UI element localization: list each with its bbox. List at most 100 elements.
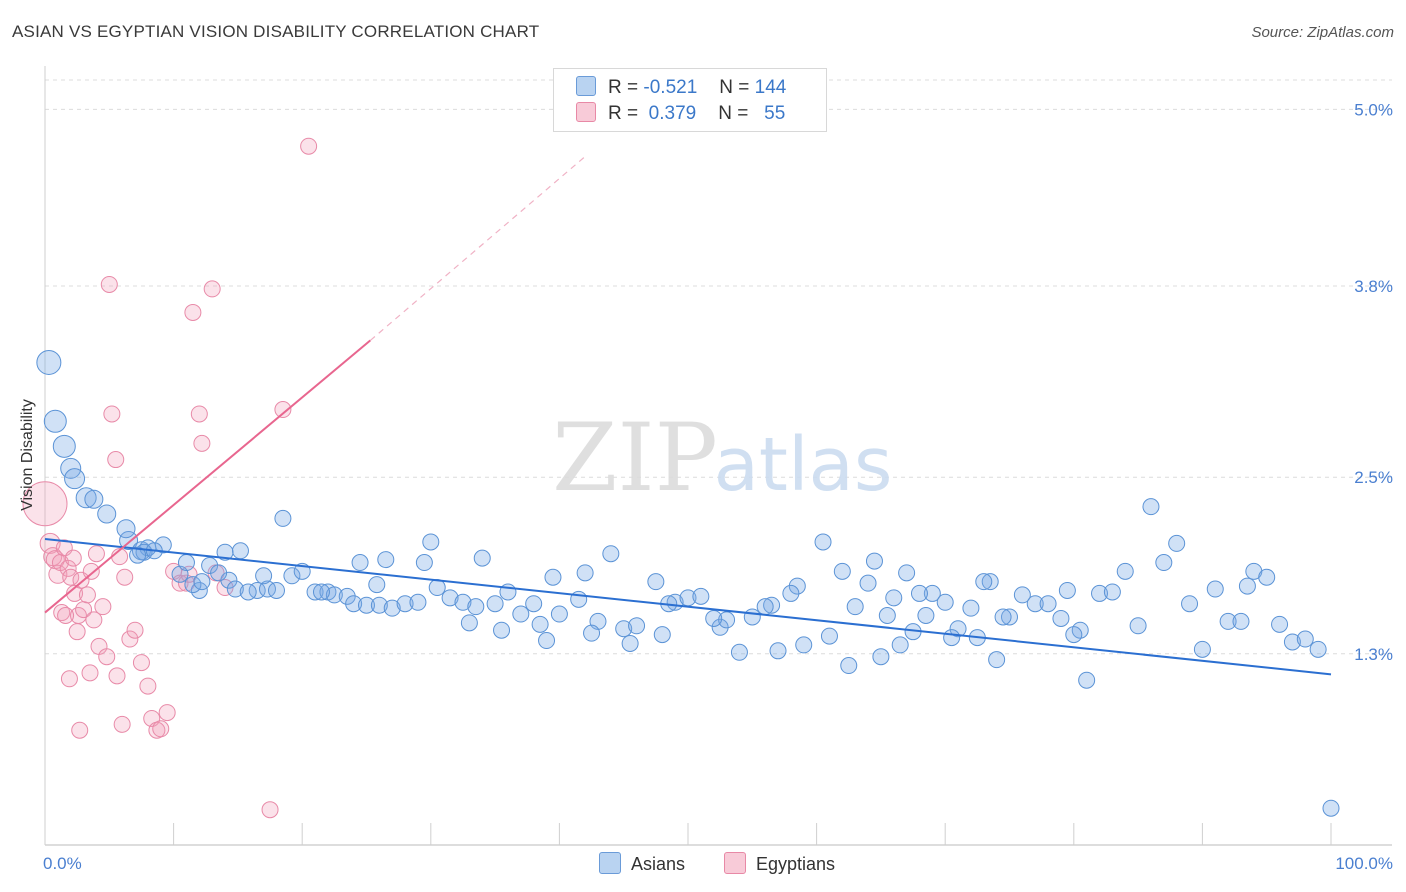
asian-point xyxy=(1129,617,1147,635)
y-tick-label: 3.8% xyxy=(1354,277,1393,296)
asian-point xyxy=(1296,630,1314,648)
asians-legend-swatch xyxy=(599,852,621,874)
trend-lines xyxy=(44,156,1332,676)
asian-point xyxy=(621,634,639,652)
asian-point xyxy=(441,589,459,607)
asian-point xyxy=(52,434,76,458)
asian-point xyxy=(258,580,276,598)
egyptian-point xyxy=(171,574,189,592)
egyptian-point xyxy=(152,720,170,738)
egyptian-point xyxy=(94,598,112,616)
asian-point xyxy=(1013,586,1031,604)
asian-point xyxy=(994,608,1012,626)
asian-point xyxy=(460,614,478,632)
asian-point xyxy=(891,636,909,654)
asian-point xyxy=(692,587,710,605)
asian-point xyxy=(36,349,62,375)
egyptian-point xyxy=(261,801,279,819)
y-tick-label: 2.5% xyxy=(1354,468,1393,487)
asian-point xyxy=(210,564,228,582)
asian-point xyxy=(368,576,386,594)
stats-row-asians: R = -0.521 N = 144 xyxy=(576,76,786,100)
asian-point xyxy=(943,629,961,647)
egyptians-trend-line xyxy=(44,339,371,614)
egyptian-point xyxy=(108,667,126,685)
asian-point xyxy=(615,620,633,638)
asian-point xyxy=(769,642,787,660)
asian-point xyxy=(840,657,858,675)
egyptian-point xyxy=(203,280,221,298)
legend-item-asians[interactable]: Asians xyxy=(599,852,685,875)
asian-point xyxy=(1078,671,1096,689)
asian-point xyxy=(383,599,401,617)
stats-legend: R = -0.521 N = 144 R = 0.379 N = 55 xyxy=(553,68,827,132)
asian-point xyxy=(743,608,761,626)
asian-point xyxy=(653,626,671,644)
r-value: 0.379 xyxy=(648,103,697,124)
asian-point xyxy=(538,632,556,650)
asian-point xyxy=(1168,534,1186,552)
asian-point xyxy=(975,573,993,591)
asians-swatch xyxy=(576,76,596,96)
egyptian-point xyxy=(78,586,96,604)
egyptian-point xyxy=(107,451,125,469)
egyptian-point xyxy=(190,405,208,423)
asian-point xyxy=(1039,595,1057,613)
asian-point xyxy=(859,574,877,592)
asian-point xyxy=(846,598,864,616)
watermark: ZIP atlas xyxy=(552,404,892,513)
asian-point xyxy=(267,581,285,599)
egyptian-point xyxy=(60,670,78,688)
asian-point xyxy=(885,589,903,607)
asian-point xyxy=(923,584,941,602)
asian-point xyxy=(409,593,427,611)
asian-point xyxy=(1206,580,1224,598)
asian-point xyxy=(602,545,620,563)
egyptian-point xyxy=(300,137,318,155)
egyptian-point xyxy=(68,623,86,641)
asian-point xyxy=(274,509,292,527)
egyptian-point xyxy=(81,664,99,682)
asian-point xyxy=(981,573,999,591)
asian-point xyxy=(306,583,324,601)
y-tick-label: 5.0% xyxy=(1354,100,1393,119)
egyptian-point xyxy=(71,721,89,739)
r-label: R = xyxy=(608,77,639,98)
egyptian-point xyxy=(85,611,103,629)
asian-point xyxy=(1219,612,1237,630)
legend-label-asians: Asians xyxy=(631,854,686,874)
asian-point xyxy=(64,468,86,490)
asian-point xyxy=(467,598,485,616)
asian-point xyxy=(544,568,562,586)
asian-point xyxy=(782,584,800,602)
legend-label-egyptians: Egyptians xyxy=(756,854,836,874)
stats-row-egyptians: R = 0.379 N = 55 xyxy=(576,102,785,126)
asian-point xyxy=(820,627,838,645)
asian-point xyxy=(1238,577,1256,595)
asian-point xyxy=(898,564,916,582)
asian-point xyxy=(493,621,511,639)
egyptian-point xyxy=(274,401,292,419)
asian-point xyxy=(116,519,136,539)
egyptians-points xyxy=(22,137,318,819)
asian-point xyxy=(949,620,967,638)
asian-point xyxy=(351,554,369,572)
asian-point xyxy=(226,580,244,598)
asian-point xyxy=(576,564,594,582)
axes xyxy=(44,66,1392,846)
asians-trend-line xyxy=(44,538,1332,676)
grid-lines xyxy=(45,79,1392,655)
asian-point xyxy=(377,551,395,569)
asian-point xyxy=(75,487,97,509)
asian-point xyxy=(756,598,774,616)
legend-item-egyptians[interactable]: Egyptians xyxy=(724,852,835,875)
asian-point xyxy=(370,596,388,614)
asian-point xyxy=(1065,626,1083,644)
asian-point xyxy=(583,624,601,642)
y-axis-label: Vision Disability xyxy=(19,399,36,511)
egyptian-point xyxy=(193,434,211,452)
n-label: N = xyxy=(718,103,749,124)
asian-point xyxy=(193,573,211,591)
egyptian-point xyxy=(82,562,100,580)
